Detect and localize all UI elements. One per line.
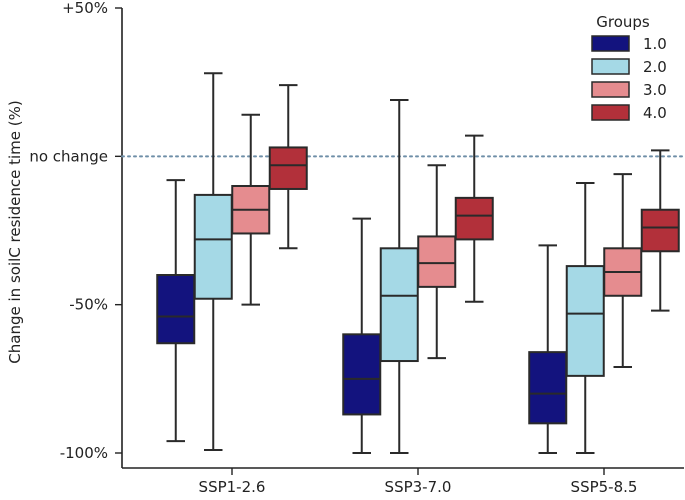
legend-swatch xyxy=(591,58,630,75)
box-body xyxy=(565,265,605,377)
legend-swatch xyxy=(591,81,630,98)
box-3-0-SSP3-7.0 xyxy=(417,164,457,360)
box-body xyxy=(379,247,419,363)
box-body xyxy=(528,351,568,425)
y-axis-title: Change in soilC residence time (%) xyxy=(6,100,24,363)
legend-title: Groups xyxy=(596,13,650,31)
box-3-0-SSP5-8.5 xyxy=(603,173,643,368)
box-body xyxy=(193,193,233,300)
box-2-0-SSP1-2.6 xyxy=(193,72,233,452)
box-4-0-SSP1-2.6 xyxy=(268,84,308,250)
legend: Groups 1.0 2.0 3.0 4.0 xyxy=(591,13,667,122)
box-body xyxy=(268,146,308,190)
box-series-group xyxy=(156,72,680,454)
box-1-0-SSP1-2.6 xyxy=(156,179,196,443)
box-2-0-SSP3-7.0 xyxy=(379,98,419,454)
x-tick-label: SSP5-8.5 xyxy=(571,478,638,496)
x-tick-label: SSP1-2.6 xyxy=(199,478,266,496)
y-axis: +50% no change -50% -100% xyxy=(29,0,123,468)
box-body xyxy=(640,208,680,253)
box-4-0-SSP3-7.0 xyxy=(454,134,494,303)
box-1-0-SSP3-7.0 xyxy=(342,217,382,454)
box-1-0-SSP5-8.5 xyxy=(528,244,568,454)
y-tick-label: -100% xyxy=(60,444,108,462)
x-tick-label: SSP3-7.0 xyxy=(385,478,452,496)
y-tick-label: no change xyxy=(29,147,108,165)
box-2-0-SSP5-8.5 xyxy=(565,182,605,454)
legend-swatch xyxy=(591,35,630,52)
legend-swatch xyxy=(591,104,630,121)
box-body xyxy=(156,274,196,345)
box-3-0-SSP1-2.6 xyxy=(231,113,271,306)
legend-label: 1.0 xyxy=(643,35,667,53)
box-body xyxy=(454,196,494,241)
legend-label: 3.0 xyxy=(643,81,667,99)
box-body xyxy=(417,235,457,288)
legend-label: 4.0 xyxy=(643,104,667,122)
legend-label: 2.0 xyxy=(643,58,667,76)
box-body xyxy=(342,333,382,416)
box-4-0-SSP5-8.5 xyxy=(640,149,680,312)
y-tick-label: +50% xyxy=(62,0,108,17)
y-tick-label: -50% xyxy=(69,296,108,314)
x-axis: SSP1-2.6 SSP3-7.0 SSP5-8.5 xyxy=(122,467,684,496)
